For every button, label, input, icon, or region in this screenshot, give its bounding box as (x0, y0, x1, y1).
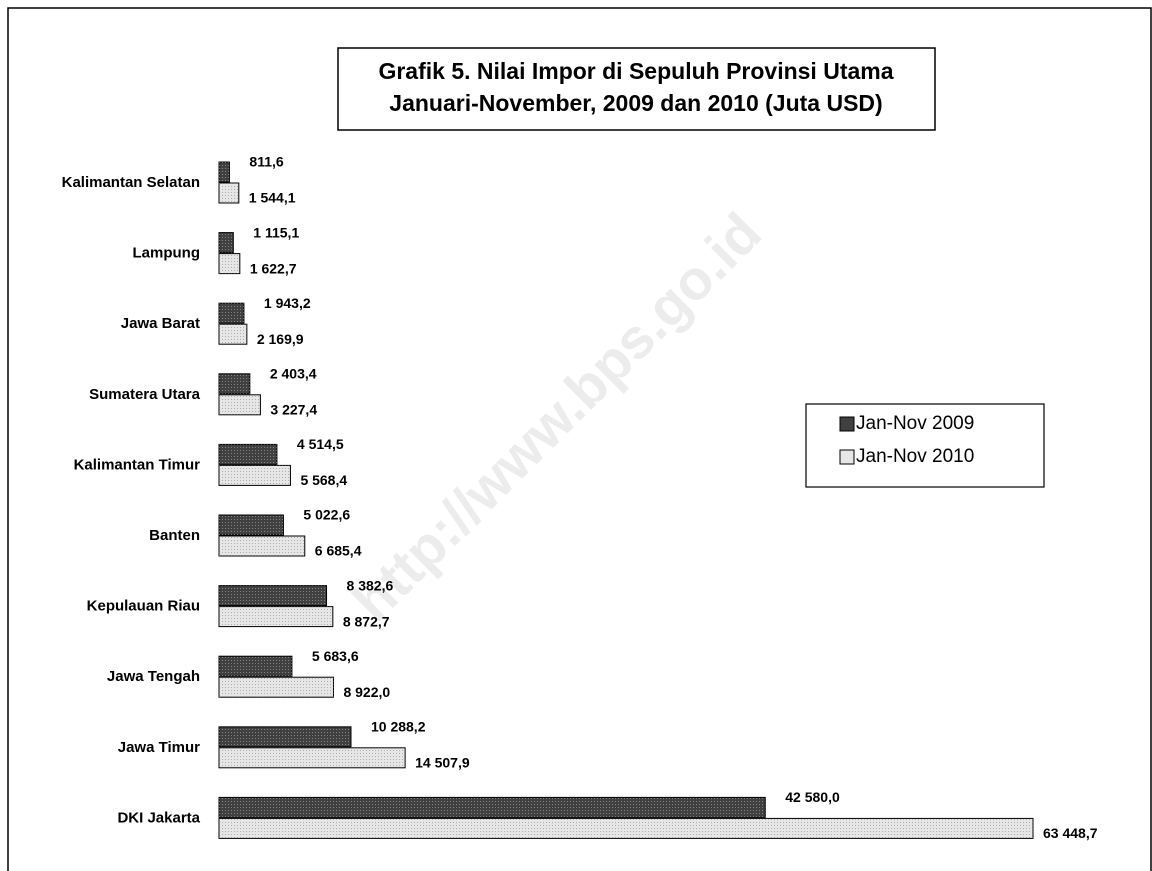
category-label: Kalimantan Timur (74, 456, 201, 473)
bar (218, 585, 328, 607)
value-label: 2 169,9 (257, 331, 304, 347)
bar (218, 373, 251, 395)
bar (218, 323, 248, 345)
legend-swatch (839, 416, 855, 432)
bar (218, 514, 284, 536)
legend-swatch (839, 449, 855, 465)
category-label: Jawa Timur (118, 739, 200, 756)
bar (218, 817, 1034, 839)
category-label: Kalimantan Selatan (62, 174, 200, 191)
bar (218, 726, 352, 748)
chart-title: Januari-November, 2009 dan 2010 (Juta US… (389, 90, 882, 116)
chart-title: Grafik 5. Nilai Impor di Sepuluh Provins… (378, 58, 893, 84)
bar (218, 796, 766, 818)
chart-frame (7, 7, 1152, 871)
category-label: DKI Jakarta (117, 809, 200, 826)
bar (218, 606, 334, 628)
bar (218, 747, 406, 769)
legend-label: Jan-Nov 2009 (856, 413, 974, 434)
bar (218, 182, 240, 204)
value-label: 5 683,6 (312, 648, 359, 664)
value-label: 10 288,2 (371, 719, 426, 735)
title-box (337, 47, 936, 131)
value-label: 3 227,4 (270, 402, 317, 418)
category-label: Banten (149, 527, 200, 544)
value-label: 5 022,6 (303, 507, 350, 523)
category-label: Kepulauan Riau (87, 598, 200, 615)
bar (218, 464, 291, 486)
category-label: Lampung (133, 245, 201, 262)
bar (218, 655, 293, 677)
category-label: Jawa Tengah (107, 668, 200, 685)
bar (218, 535, 306, 557)
value-label: 42 580,0 (785, 789, 840, 805)
legend-label: Jan-Nov 2010 (856, 446, 974, 467)
value-label: 5 568,4 (300, 472, 347, 488)
category-label: Sumatera Utara (89, 386, 201, 403)
bar (218, 302, 245, 324)
bar (218, 253, 241, 275)
value-label: 811,6 (249, 154, 283, 170)
value-label: 2 403,4 (270, 366, 317, 382)
category-label: Jawa Barat (121, 315, 200, 332)
bar (218, 443, 278, 465)
value-label: 8 872,7 (343, 613, 390, 629)
value-label: 14 507,9 (415, 755, 470, 771)
bar (218, 394, 261, 416)
watermark: http://www.bps.go.id (340, 200, 772, 632)
value-label: 1 544,1 (249, 190, 296, 206)
bar (218, 232, 234, 254)
value-label: 6 685,4 (315, 543, 362, 559)
value-label: 4 514,5 (297, 436, 344, 452)
value-label: 1 115,1 (253, 224, 299, 240)
value-label: 1 943,2 (264, 295, 311, 311)
bar (218, 676, 334, 698)
bar (218, 161, 230, 183)
value-label: 8 922,0 (343, 684, 390, 700)
value-label: 63 448,7 (1043, 825, 1098, 841)
value-label: 1 622,7 (250, 260, 297, 276)
value-label: 8 382,6 (347, 577, 394, 593)
